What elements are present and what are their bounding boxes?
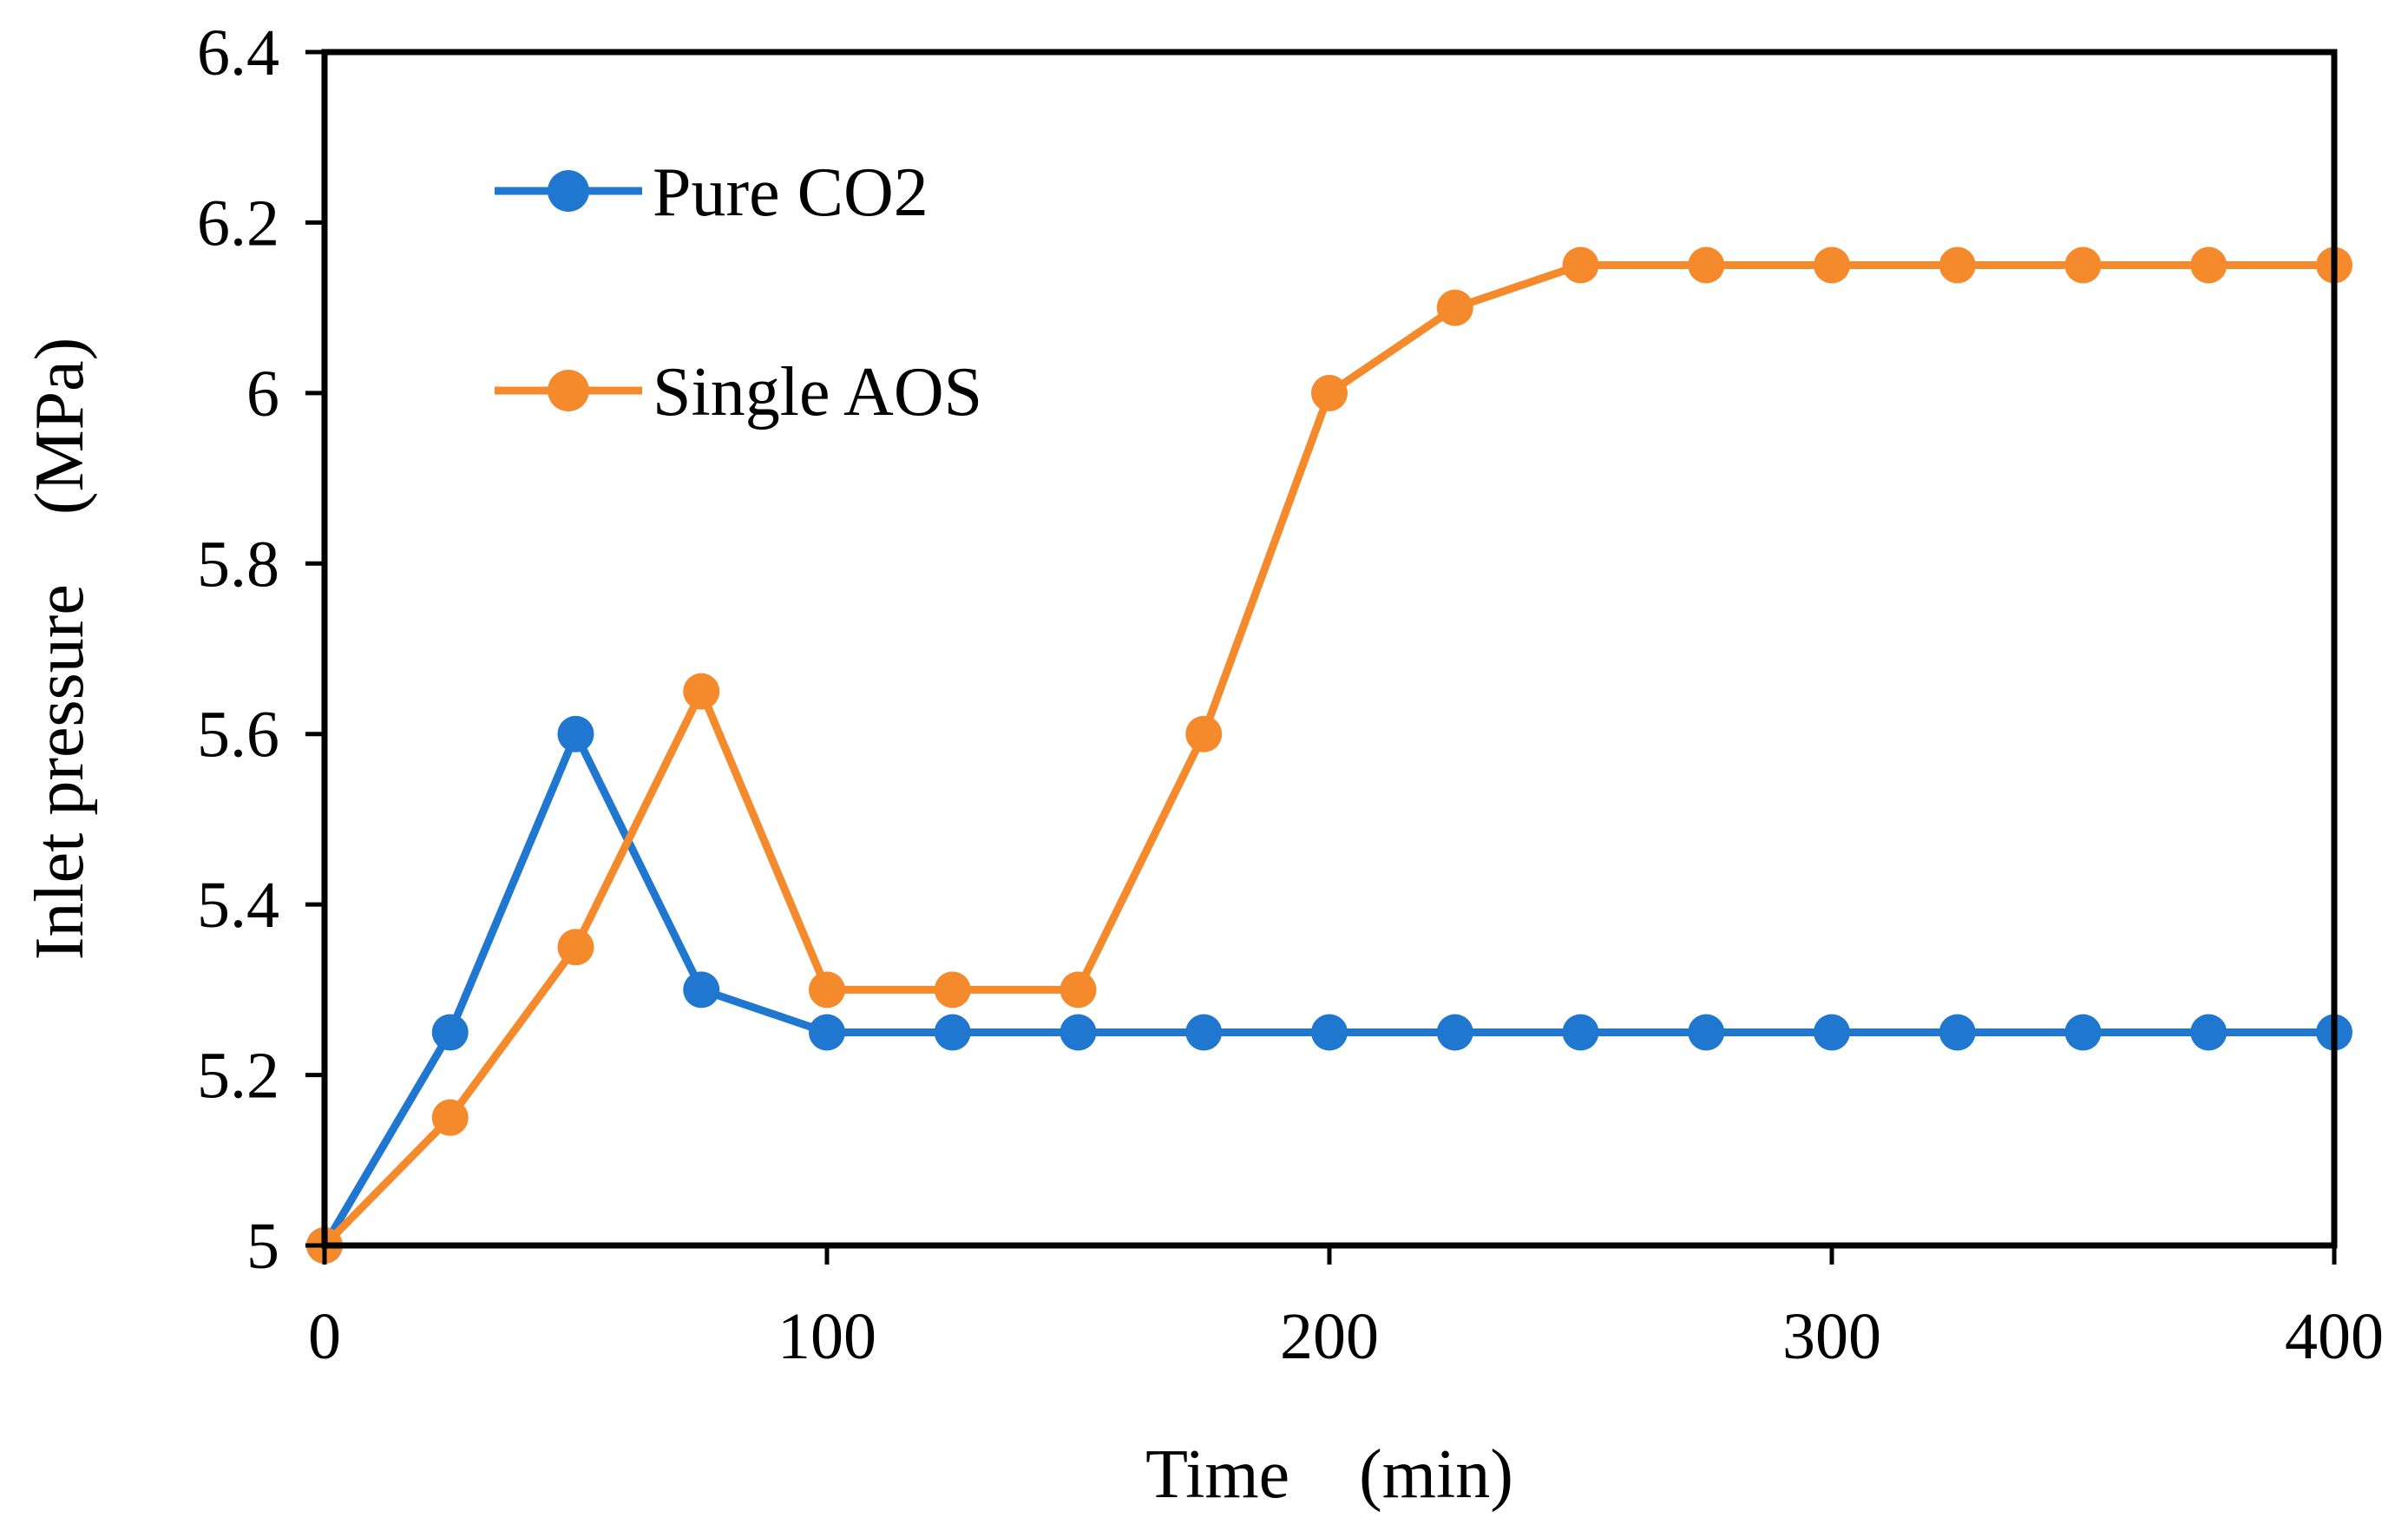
legend-label: Single AOS <box>653 354 982 430</box>
x-tick-label: 200 <box>1280 1300 1379 1373</box>
data-point <box>1562 246 1599 284</box>
y-tick-label: 5.8 <box>197 528 279 601</box>
data-point <box>934 971 971 1009</box>
y-axis-title: Inlet pressure (MPa) <box>22 338 98 961</box>
data-point <box>557 715 594 752</box>
data-point <box>683 673 720 710</box>
data-point <box>2064 246 2102 284</box>
legend-item: Single AOS <box>495 354 982 430</box>
data-point <box>1688 1014 1725 1051</box>
data-point <box>1939 246 1976 284</box>
y-tick-label: 6 <box>246 358 279 430</box>
y-tick-label: 6.4 <box>197 16 279 89</box>
legend-marker <box>548 370 589 411</box>
data-point <box>1688 246 1725 284</box>
data-point <box>1060 1014 1097 1051</box>
data-point <box>2064 1014 2102 1051</box>
legend-item: Pure CO2 <box>495 154 928 231</box>
data-point <box>683 971 720 1009</box>
legend: Pure CO2 Single AOS <box>495 154 982 430</box>
x-tick-label: 400 <box>2285 1300 2384 1373</box>
data-point <box>1185 715 1223 752</box>
data-point <box>1939 1014 1976 1051</box>
series-pure-co2 <box>306 715 2352 1264</box>
data-point <box>1436 1014 1473 1051</box>
data-point <box>1814 246 1850 284</box>
data-point <box>934 1014 971 1051</box>
data-point <box>809 1014 845 1051</box>
data-point <box>1562 1014 1599 1051</box>
y-tick-label: 5.6 <box>197 699 279 772</box>
data-point <box>2190 1014 2228 1051</box>
data-point <box>1185 1014 1223 1051</box>
data-point <box>2190 246 2228 284</box>
data-point <box>1311 374 1348 411</box>
tick-layer: 5 5.2 5.4 5.6 5.8 6 6.2 6.4 0 100 200 300 400 <box>197 16 2384 1373</box>
data-point <box>1060 971 1097 1009</box>
data-point <box>809 971 845 1009</box>
legend-label: Pure CO2 <box>653 154 928 231</box>
data-point <box>557 929 594 966</box>
legend-marker <box>548 170 589 212</box>
data-point <box>431 1099 469 1136</box>
x-tick-label: 100 <box>778 1300 876 1373</box>
data-point <box>1814 1014 1850 1051</box>
data-point <box>1436 289 1473 326</box>
x-tick-label: 300 <box>1782 1300 1881 1373</box>
series-layer <box>306 246 2352 1264</box>
y-tick-label: 5 <box>246 1210 279 1283</box>
y-tick-label: 5.4 <box>197 869 279 942</box>
y-tick-label: 5.2 <box>197 1040 279 1113</box>
y-tick-label: 6.2 <box>197 187 279 260</box>
x-tick-label: 0 <box>308 1300 341 1373</box>
x-axis-title: Time (min) <box>1145 1436 1513 1513</box>
data-point <box>1311 1014 1348 1051</box>
data-point <box>431 1014 469 1051</box>
